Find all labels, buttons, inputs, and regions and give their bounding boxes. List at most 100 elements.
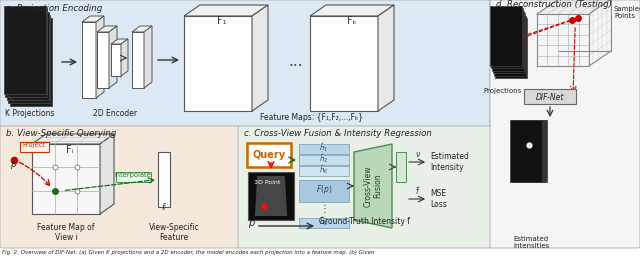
Text: $\hat{h}_1$: $\hat{h}_1$ <box>319 141 328 154</box>
Text: DIF-Net: DIF-Net <box>536 93 564 102</box>
Polygon shape <box>17 27 44 97</box>
Text: Sampled
Points: Sampled Points <box>614 6 640 19</box>
Text: Cross-View
Fusion: Cross-View Fusion <box>364 165 383 207</box>
Text: Estimated
Intensity: Estimated Intensity <box>430 152 469 172</box>
Text: Fᵢ: Fᵢ <box>66 145 73 155</box>
Text: a. Projection Encoding: a. Projection Encoding <box>6 4 102 13</box>
Bar <box>515 120 547 182</box>
Polygon shape <box>499 21 521 69</box>
Polygon shape <box>521 126 541 176</box>
Bar <box>10 18 52 106</box>
Bar <box>8 15 51 103</box>
Polygon shape <box>184 5 268 16</box>
Text: ⋮: ⋮ <box>319 204 329 214</box>
Bar <box>22 31 40 93</box>
Text: $F(p)$: $F(p)$ <box>316 183 332 196</box>
Text: F₁: F₁ <box>217 16 226 26</box>
Polygon shape <box>310 16 378 111</box>
FancyBboxPatch shape <box>19 141 49 151</box>
FancyBboxPatch shape <box>115 172 150 181</box>
Text: Ground-Truth Intensity ẝ: Ground-Truth Intensity ẝ <box>319 217 410 226</box>
Bar <box>514 120 546 182</box>
Polygon shape <box>144 26 152 88</box>
Bar <box>495 18 527 78</box>
Polygon shape <box>111 44 121 76</box>
Text: Project: Project <box>22 142 45 149</box>
Text: $\hat{h}_2$: $\hat{h}_2$ <box>319 152 328 165</box>
Polygon shape <box>32 134 114 144</box>
Polygon shape <box>184 16 252 111</box>
Text: MSE
Loss: MSE Loss <box>430 189 447 209</box>
Text: Projections: Projections <box>484 88 522 94</box>
Text: Feature Maps: {F₁,F₂,...,Fₖ}: Feature Maps: {F₁,F₂,...,Fₖ} <box>260 113 364 122</box>
Bar <box>510 120 542 182</box>
Bar <box>248 172 294 220</box>
Text: ν: ν <box>415 150 419 159</box>
Text: $\hat{h}_K$: $\hat{h}_K$ <box>319 163 329 176</box>
Bar <box>299 155 349 165</box>
Bar <box>491 8 523 68</box>
Polygon shape <box>109 26 117 88</box>
Polygon shape <box>97 26 117 32</box>
Bar <box>396 152 406 182</box>
Text: b. View-Specific Querying: b. View-Specific Querying <box>6 129 116 138</box>
Text: Query: Query <box>252 150 285 160</box>
Text: ...: ... <box>289 54 303 69</box>
Bar <box>299 166 349 176</box>
FancyBboxPatch shape <box>247 143 291 167</box>
Polygon shape <box>521 126 541 176</box>
Text: Fig. 2. Overview of DIF-Net. (a) Given K projections and a 2D encoder, the model: Fig. 2. Overview of DIF-Net. (a) Given K… <box>2 250 374 255</box>
Bar <box>5 9 47 97</box>
Text: Interpolate: Interpolate <box>115 173 152 179</box>
Polygon shape <box>97 32 109 88</box>
Bar <box>299 218 349 228</box>
FancyBboxPatch shape <box>524 89 576 104</box>
Bar <box>4 6 45 94</box>
Bar <box>513 120 545 182</box>
Polygon shape <box>255 176 287 216</box>
Text: 3D Point: 3D Point <box>254 180 280 185</box>
Bar <box>158 152 170 207</box>
Text: d. Reconstruction (Testing): d. Reconstruction (Testing) <box>496 0 612 9</box>
Polygon shape <box>100 134 114 214</box>
Polygon shape <box>500 24 522 72</box>
Text: c. Cross-View Fusion & Intensity Regression: c. Cross-View Fusion & Intensity Regress… <box>244 129 432 138</box>
Polygon shape <box>132 26 152 32</box>
Bar <box>493 13 525 73</box>
Bar <box>299 144 349 154</box>
Polygon shape <box>521 126 541 176</box>
FancyBboxPatch shape <box>490 0 640 248</box>
Polygon shape <box>378 5 394 111</box>
FancyBboxPatch shape <box>0 126 240 248</box>
Polygon shape <box>82 22 96 98</box>
Text: p: p <box>248 218 254 228</box>
Text: fᵢ: fᵢ <box>162 203 166 212</box>
Text: Feature Map of
View i: Feature Map of View i <box>37 223 95 243</box>
Bar <box>490 5 522 66</box>
Bar <box>512 120 544 182</box>
Bar <box>7 12 49 100</box>
FancyBboxPatch shape <box>238 126 492 248</box>
Text: p: p <box>10 160 16 169</box>
Bar <box>492 11 524 70</box>
Polygon shape <box>82 16 104 22</box>
Polygon shape <box>121 39 128 76</box>
Text: $\hat{h}_K$: $\hat{h}_K$ <box>319 215 329 228</box>
Text: Estimated
Intensities: Estimated Intensities <box>513 236 549 249</box>
Polygon shape <box>32 144 100 214</box>
Text: View-Specific
Feature: View-Specific Feature <box>148 223 200 243</box>
Polygon shape <box>111 39 128 44</box>
Bar <box>511 120 543 182</box>
FancyBboxPatch shape <box>0 0 490 128</box>
Polygon shape <box>252 5 268 111</box>
Bar <box>494 15 526 76</box>
Text: f̂: f̂ <box>416 187 419 196</box>
Text: Fₖ: Fₖ <box>348 16 357 26</box>
Text: 2D Encoder: 2D Encoder <box>93 109 137 118</box>
Polygon shape <box>354 144 392 228</box>
Polygon shape <box>310 5 394 16</box>
Bar <box>299 180 349 202</box>
Text: K Projections: K Projections <box>5 109 55 118</box>
Polygon shape <box>132 32 144 88</box>
Polygon shape <box>96 16 104 98</box>
